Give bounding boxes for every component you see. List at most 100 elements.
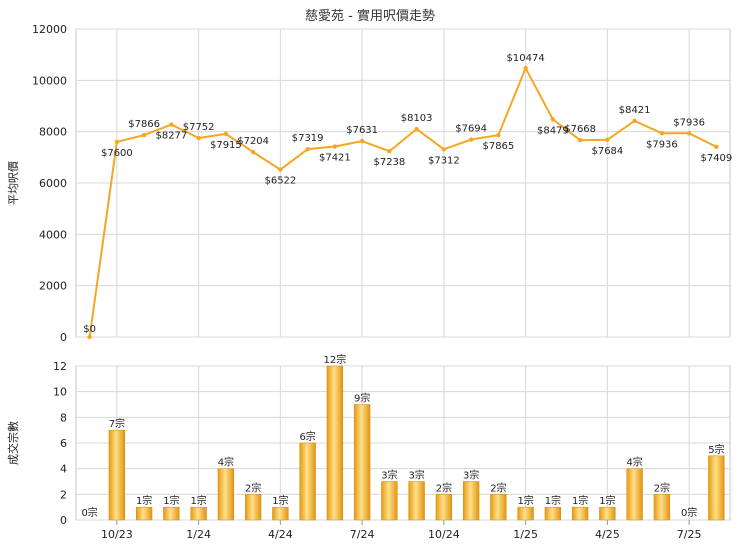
price-point <box>114 139 120 145</box>
y-tick-label: 0 <box>60 514 67 527</box>
price-data-label: $8479 <box>537 125 569 136</box>
price-data-label: $10474 <box>507 53 545 64</box>
y-tick-label: 4000 <box>39 228 67 241</box>
price-point <box>223 131 229 137</box>
count-bar <box>272 506 289 521</box>
count-bar <box>599 506 616 521</box>
count-bar <box>462 481 480 521</box>
count-data-label: 1宗 <box>599 494 615 507</box>
y-tick-label: 2 <box>60 488 67 501</box>
count-bar <box>708 455 725 521</box>
bar-chart-grid: 0 2 4 6 8 10 12 10/23 1/24 4/24 7/24 10/24 1/25 4/25 7… <box>6 360 731 541</box>
price-point <box>414 126 419 132</box>
count-data-label: 4宗 <box>218 456 234 469</box>
x-tick-label: 10/24 <box>428 528 460 541</box>
price-point <box>686 131 692 136</box>
count-bar <box>626 468 643 521</box>
count-data-label: 0宗 <box>81 506 97 519</box>
count-data-label: 1宗 <box>517 494 533 507</box>
count-bar <box>190 506 207 521</box>
count-data-label: 1宗 <box>572 494 588 507</box>
price-point <box>278 167 283 172</box>
price-data-label: $7866 <box>128 119 160 130</box>
x-tick-label: 10/23 <box>101 528 133 541</box>
price-data-label: $8277 <box>155 131 187 142</box>
count-bar <box>544 506 562 521</box>
y-tick-label: 12 <box>53 360 67 373</box>
count-data-label: 2宗 <box>490 481 506 494</box>
count-data-label: 0宗 <box>681 506 697 519</box>
count-bar <box>108 429 126 521</box>
price-point <box>468 137 474 142</box>
line-chart-plot: $0 $7600 $7866$8277$7752 $7915$7204 $6522 $73… <box>83 53 732 340</box>
x-tick-label: 1/25 <box>513 528 538 541</box>
x-tick-label: 4/24 <box>268 528 293 541</box>
price-point <box>496 132 501 138</box>
count-bar <box>163 506 180 521</box>
price-data-label: $7312 <box>428 155 460 166</box>
count-data-label: 3宗 <box>463 469 479 482</box>
y-tick-label: 8000 <box>39 126 67 139</box>
y-tick-label: 10 <box>53 386 67 399</box>
count-data-label: 1宗 <box>545 494 561 507</box>
x-tick-label: 4/25 <box>595 528 620 541</box>
y-tick-label: 6 <box>60 437 67 450</box>
price-data-label: $7409 <box>700 153 732 164</box>
count-bar <box>299 442 316 521</box>
y-tick-label: 2000 <box>39 280 67 293</box>
price-data-label: $7752 <box>183 122 215 133</box>
price-data-label: $7238 <box>373 157 405 168</box>
y-axis-title: 平均呎價 <box>6 161 20 205</box>
price-data-label: $7936 <box>646 139 678 150</box>
count-bar <box>517 506 534 521</box>
count-data-label: 3宗 <box>408 469 424 482</box>
y-tick-label: 4 <box>60 463 67 476</box>
count-data-label: 1宗 <box>272 494 288 507</box>
count-data-label: 12宗 <box>324 353 347 366</box>
price-data-label: $7668 <box>564 124 596 135</box>
y-tick-label: 10000 <box>32 74 67 87</box>
price-data-label: $7421 <box>319 153 351 164</box>
count-bar <box>353 404 371 521</box>
y-tick-label: 6000 <box>39 177 67 190</box>
price-point <box>605 137 610 142</box>
count-data-label: 6宗 <box>299 430 315 443</box>
x-tick-label: 7/24 <box>350 528 375 541</box>
y-tick-label: 0 <box>60 331 67 344</box>
count-data-label: 2宗 <box>245 481 261 494</box>
price-data-label: $8421 <box>619 105 651 116</box>
price-data-label: $0 <box>83 324 96 335</box>
count-data-label: 1宗 <box>163 494 179 507</box>
price-point <box>305 146 310 152</box>
price-point <box>632 118 637 124</box>
count-bar <box>490 494 507 521</box>
price-data-label: $7204 <box>237 136 269 147</box>
x-tick-label: 7/25 <box>677 528 702 541</box>
price-data-label: $7694 <box>455 124 487 135</box>
y-tick-label: 8 <box>60 411 67 424</box>
count-data-label: 7宗 <box>109 417 125 430</box>
count-data-label: 4宗 <box>626 456 642 469</box>
price-data-label: $7319 <box>292 133 324 144</box>
price-point <box>387 149 392 154</box>
count-bar <box>571 506 589 521</box>
count-bar <box>326 365 344 521</box>
count-bar <box>381 481 398 521</box>
price-point <box>441 147 447 152</box>
price-line <box>88 67 717 338</box>
price-data-label: $8103 <box>401 113 433 124</box>
count-data-label: 1宗 <box>136 494 152 507</box>
count-data-label: 9宗 <box>354 392 370 405</box>
count-bar <box>653 494 671 521</box>
bar-chart-plot: 0宗 7宗 1宗 1宗 1宗 4宗 2宗 1宗 6宗 12宗 9宗 3宗 3宗 2宗 3宗 2宗 1宗 1宗 1宗 1… <box>81 353 725 521</box>
count-data-label: 2宗 <box>654 481 670 494</box>
price-point <box>87 334 92 340</box>
price-point <box>250 149 256 155</box>
x-tick-label: 1/24 <box>186 528 211 541</box>
price-data-label: $7865 <box>482 141 514 152</box>
price-point <box>550 117 556 122</box>
price-point <box>714 144 719 150</box>
count-bar <box>408 481 425 521</box>
